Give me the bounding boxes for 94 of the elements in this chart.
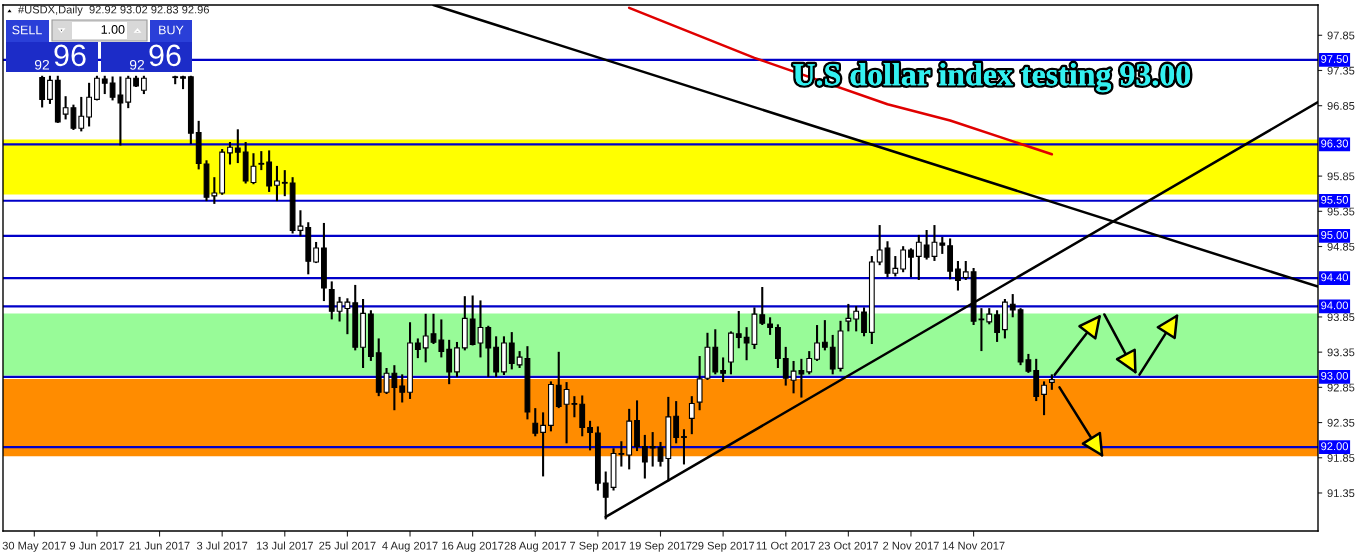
candlestick xyxy=(446,339,453,385)
candlestick xyxy=(759,287,766,326)
candlestick xyxy=(587,420,593,451)
candlestick xyxy=(892,256,899,277)
candlestick xyxy=(688,396,695,435)
candlestick xyxy=(454,341,460,378)
candlestick xyxy=(994,310,1000,342)
candlestick xyxy=(829,334,836,375)
candlestick xyxy=(508,332,515,370)
candlestick xyxy=(540,412,546,477)
x-tick-label: 14 Nov 2017 xyxy=(942,541,1005,550)
y-tick-label: 97.85 xyxy=(1327,31,1355,40)
x-tick-label: 11 Oct 2017 xyxy=(756,541,816,550)
x-tick-label: 21 Jun 2017 xyxy=(129,541,190,550)
candlestick xyxy=(47,75,53,104)
candlestick xyxy=(861,307,867,337)
candlestick xyxy=(821,320,828,351)
candlestick xyxy=(555,351,562,409)
ref-line-label: 92.00 xyxy=(1321,442,1348,451)
ref-line-label: 95.00 xyxy=(1321,231,1348,239)
candlestick xyxy=(258,151,265,171)
y-tick-label: 93.35 xyxy=(1327,348,1355,357)
candlestick xyxy=(422,313,429,363)
x-tick-label: 29 Sep 2017 xyxy=(692,541,755,552)
candlestick xyxy=(281,170,288,197)
x-tick-label: 16 Aug 2017 xyxy=(442,541,504,552)
candlestick xyxy=(673,401,680,444)
chart-subtitle: #USDX,Daily 92.92 93.02 92.83 92.96 xyxy=(18,5,209,16)
candlestick xyxy=(641,434,648,479)
candlestick xyxy=(78,96,85,132)
candlestick xyxy=(234,129,241,164)
candlestick xyxy=(94,75,100,101)
x-tick-label: 30 May 2017 xyxy=(2,541,66,552)
y-tick-label: 95.85 xyxy=(1327,172,1355,181)
x-tick-label: 2 Nov 2017 xyxy=(883,541,939,550)
ref-line-label: 97.50 xyxy=(1321,55,1348,63)
x-tick-label: 23 Oct 2017 xyxy=(818,541,879,550)
x-tick-label: 3 Jul 2017 xyxy=(196,541,248,550)
x-tick-label: 25 Jul 2017 xyxy=(319,541,376,550)
y-tick-label: 95.35 xyxy=(1327,207,1355,216)
ref-line-label: 94.00 xyxy=(1321,301,1348,310)
candlestick xyxy=(125,75,132,109)
candlestick xyxy=(1009,294,1016,318)
candlestick xyxy=(399,374,406,403)
annotation: 92 xyxy=(129,59,145,70)
candlestick xyxy=(806,351,813,375)
ref-line-label: 95.50 xyxy=(1321,195,1348,204)
candlestick xyxy=(814,325,820,361)
candlestick xyxy=(1041,381,1047,416)
candlestick xyxy=(227,141,233,165)
candlestick xyxy=(853,306,860,332)
y-tick-label: 97.35 xyxy=(1327,66,1355,75)
y-tick-label: 94.85 xyxy=(1327,242,1355,251)
ref-line-label: 96.30 xyxy=(1321,139,1348,148)
x-tick-label: 19 Sep 2017 xyxy=(629,541,692,552)
x-tick-label: 13 Jul 2017 xyxy=(256,541,313,550)
candlestick xyxy=(720,357,727,383)
candlestick xyxy=(86,82,93,127)
x-tick-label: 7 Sep 2017 xyxy=(570,541,626,552)
ref-line-label: 93.00 xyxy=(1321,371,1348,380)
x-tick-label: 4 Aug 2017 xyxy=(382,541,438,552)
y-tick-label: 96.85 xyxy=(1327,101,1355,110)
annotation: 96 xyxy=(54,44,86,67)
annotation: SELL xyxy=(12,25,42,35)
candlestick xyxy=(266,150,273,192)
annotation: 96 xyxy=(149,44,181,67)
x-tick-label: 28 Aug 2017 xyxy=(504,541,566,552)
candlestick xyxy=(900,246,907,273)
y-tick-label: 92.85 xyxy=(1327,383,1355,392)
candlestick xyxy=(649,432,656,467)
y-tick-label: 93.85 xyxy=(1327,313,1355,322)
annotation: 92 xyxy=(34,59,50,70)
ref-line-label: 94.40 xyxy=(1321,273,1348,282)
y-tick-label: 92.35 xyxy=(1327,418,1355,427)
candlestick xyxy=(845,303,852,332)
candlestick xyxy=(915,234,922,280)
y-tick-label: 91.35 xyxy=(1327,489,1355,498)
candlestick xyxy=(274,165,280,202)
candlestick xyxy=(908,248,914,278)
candlestick xyxy=(735,310,742,349)
candlestick xyxy=(313,241,319,264)
candlestick xyxy=(579,395,586,437)
annotation: BUY xyxy=(159,25,184,35)
annotation: 1.00 xyxy=(101,25,125,34)
candlestick xyxy=(485,325,492,378)
candlestick xyxy=(955,260,961,291)
candlestick xyxy=(532,408,539,437)
candlestick xyxy=(39,75,46,108)
candlestick xyxy=(782,346,789,386)
y-tick-label: 91.85 xyxy=(1327,454,1355,462)
candlestick xyxy=(681,429,687,465)
candlestick xyxy=(328,281,335,320)
candlestick xyxy=(172,75,179,85)
x-tick-label: 9 Jun 2017 xyxy=(69,541,124,550)
